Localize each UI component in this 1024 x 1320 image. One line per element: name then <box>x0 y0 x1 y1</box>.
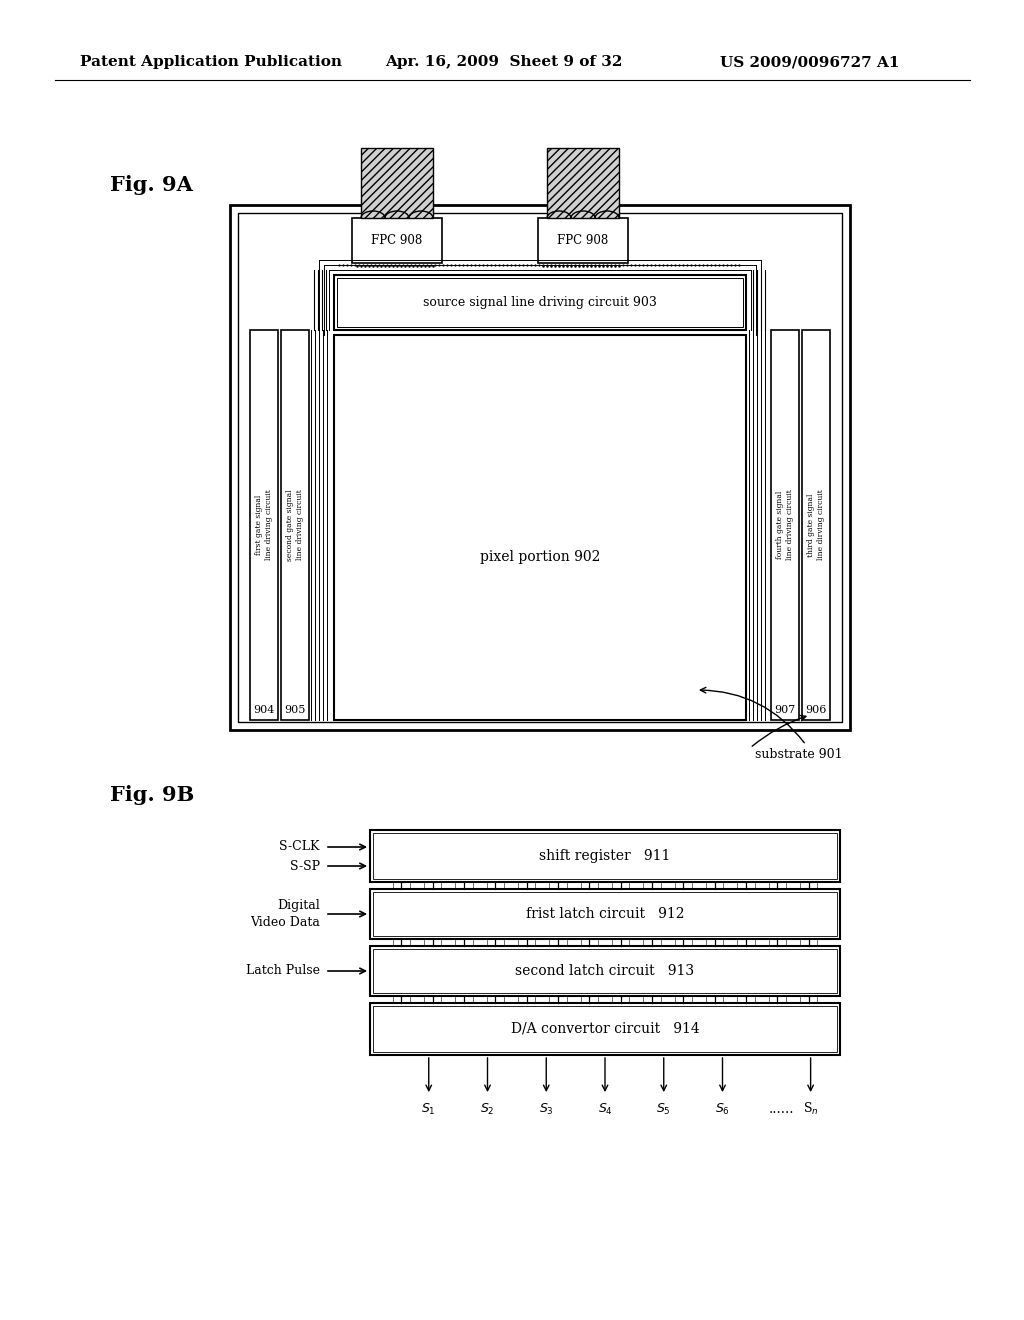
Bar <box>800 882 817 888</box>
Bar <box>707 882 723 888</box>
Bar <box>373 949 837 993</box>
Bar <box>373 833 837 879</box>
Text: US 2009/0096727 A1: US 2009/0096727 A1 <box>720 55 899 69</box>
Bar <box>675 882 692 888</box>
Bar <box>675 939 692 946</box>
Text: $S_3$: $S_3$ <box>539 1101 554 1117</box>
Bar <box>486 997 504 1003</box>
Bar <box>250 330 278 719</box>
Bar <box>486 939 504 946</box>
Text: 906: 906 <box>805 705 826 715</box>
Bar <box>769 939 786 946</box>
Text: Fig. 9B: Fig. 9B <box>110 785 195 805</box>
Text: pixel portion 902: pixel portion 902 <box>480 550 600 565</box>
Bar <box>707 939 723 946</box>
Bar <box>643 882 660 888</box>
Bar <box>547 148 618 218</box>
Text: Latch Pulse: Latch Pulse <box>246 965 319 978</box>
Text: S-CLK: S-CLK <box>280 841 319 854</box>
Bar <box>230 205 850 730</box>
Bar <box>802 330 830 719</box>
Bar <box>550 997 566 1003</box>
Text: $S_6$: $S_6$ <box>715 1101 730 1117</box>
Bar <box>643 939 660 946</box>
Text: second gate signal
line driving circuit: second gate signal line driving circuit <box>287 490 303 561</box>
Text: $S_4$: $S_4$ <box>598 1101 612 1117</box>
Text: 904: 904 <box>253 705 274 715</box>
Bar <box>370 830 840 882</box>
Bar <box>581 882 598 888</box>
Bar <box>370 1003 840 1055</box>
Bar <box>612 939 630 946</box>
Bar <box>550 939 566 946</box>
Bar <box>612 997 630 1003</box>
Bar <box>486 882 504 888</box>
Bar <box>518 882 536 888</box>
Text: FPC 908: FPC 908 <box>372 234 423 247</box>
Text: ......: ...... <box>768 1102 794 1115</box>
Bar <box>550 882 566 888</box>
Bar <box>361 148 433 218</box>
Bar <box>456 882 473 888</box>
Text: Patent Application Publication: Patent Application Publication <box>80 55 342 69</box>
Bar <box>352 218 442 263</box>
Bar <box>393 939 410 946</box>
Text: source signal line driving circuit 903: source signal line driving circuit 903 <box>423 296 657 309</box>
Text: first gate signal
line driving circuit: first gate signal line driving circuit <box>255 490 272 561</box>
Bar <box>370 888 840 939</box>
Text: 907: 907 <box>774 705 796 715</box>
Text: $S_1$: $S_1$ <box>422 1101 436 1117</box>
Bar <box>424 939 441 946</box>
Bar <box>424 997 441 1003</box>
Text: Fig. 9A: Fig. 9A <box>110 176 193 195</box>
Bar <box>769 997 786 1003</box>
Text: Digital
Video Data: Digital Video Data <box>250 899 319 929</box>
Bar <box>675 997 692 1003</box>
Bar <box>518 939 536 946</box>
Bar <box>771 330 799 719</box>
Bar <box>581 939 598 946</box>
Bar <box>538 218 628 263</box>
Bar <box>800 997 817 1003</box>
Bar <box>370 946 840 997</box>
Bar <box>518 997 536 1003</box>
Text: 905: 905 <box>285 705 306 715</box>
Bar <box>456 997 473 1003</box>
Bar <box>769 882 786 888</box>
Bar <box>238 213 842 722</box>
Bar <box>393 882 410 888</box>
Bar <box>334 275 746 330</box>
Bar <box>737 997 755 1003</box>
Text: shift register   911: shift register 911 <box>540 849 671 863</box>
Text: $S_5$: $S_5$ <box>656 1101 671 1117</box>
Bar <box>581 997 598 1003</box>
Bar <box>424 882 441 888</box>
Text: S-SP: S-SP <box>290 859 319 873</box>
Text: D/A convertor circuit   914: D/A convertor circuit 914 <box>511 1022 699 1036</box>
Bar <box>707 997 723 1003</box>
Bar <box>373 892 837 936</box>
Text: $S_2$: $S_2$ <box>480 1101 495 1117</box>
Bar <box>334 335 746 719</box>
Text: Apr. 16, 2009  Sheet 9 of 32: Apr. 16, 2009 Sheet 9 of 32 <box>385 55 623 69</box>
Text: second latch circuit   913: second latch circuit 913 <box>515 964 694 978</box>
Text: substrate 901: substrate 901 <box>755 748 843 762</box>
Bar <box>612 882 630 888</box>
Bar <box>800 939 817 946</box>
Bar <box>281 330 309 719</box>
Text: FPC 908: FPC 908 <box>557 234 608 247</box>
Text: third gate signal
line dirving circuit: third gate signal line dirving circuit <box>807 490 824 561</box>
Bar <box>737 939 755 946</box>
Bar <box>737 882 755 888</box>
Bar <box>373 1006 837 1052</box>
Bar <box>393 997 410 1003</box>
Bar <box>456 939 473 946</box>
Bar <box>337 279 743 327</box>
Text: fourth gate signal
line driving circuit: fourth gate signal line driving circuit <box>776 490 794 561</box>
Text: S$_n$: S$_n$ <box>803 1101 818 1117</box>
Bar <box>643 997 660 1003</box>
Text: frist latch circuit   912: frist latch circuit 912 <box>525 907 684 921</box>
